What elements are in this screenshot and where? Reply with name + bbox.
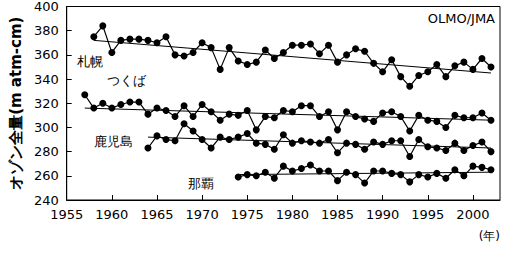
svg-text:2000: 2000 bbox=[456, 207, 489, 222]
svg-text:1970: 1970 bbox=[186, 207, 219, 222]
svg-text:(年): (年) bbox=[479, 229, 500, 243]
svg-text:1995: 1995 bbox=[411, 207, 444, 222]
svg-text:OLMO/JMA: OLMO/JMA bbox=[428, 11, 495, 26]
svg-text:280: 280 bbox=[34, 144, 59, 159]
svg-text:1980: 1980 bbox=[276, 207, 309, 222]
svg-text:つくば: つくば bbox=[107, 73, 147, 88]
svg-text:320: 320 bbox=[34, 96, 59, 111]
svg-text:1955: 1955 bbox=[50, 207, 83, 222]
svg-text:1965: 1965 bbox=[140, 207, 173, 222]
svg-text:那覇: 那覇 bbox=[188, 176, 214, 191]
svg-text:260: 260 bbox=[34, 168, 59, 183]
svg-text:1975: 1975 bbox=[231, 207, 264, 222]
svg-text:1960: 1960 bbox=[95, 207, 128, 222]
svg-text:400: 400 bbox=[34, 0, 59, 14]
svg-text:340: 340 bbox=[34, 72, 59, 87]
svg-text:300: 300 bbox=[34, 120, 59, 135]
svg-text:1985: 1985 bbox=[321, 207, 354, 222]
svg-text:1990: 1990 bbox=[366, 207, 399, 222]
svg-text:380: 380 bbox=[34, 23, 59, 38]
svg-text:オゾン全量(m atm-cm): オゾン全量(m atm-cm) bbox=[7, 17, 25, 190]
svg-text:鹿児島: 鹿児島 bbox=[94, 134, 133, 149]
svg-text:札幌: 札幌 bbox=[77, 54, 103, 69]
svg-text:360: 360 bbox=[34, 47, 59, 62]
svg-text:240: 240 bbox=[34, 193, 59, 208]
